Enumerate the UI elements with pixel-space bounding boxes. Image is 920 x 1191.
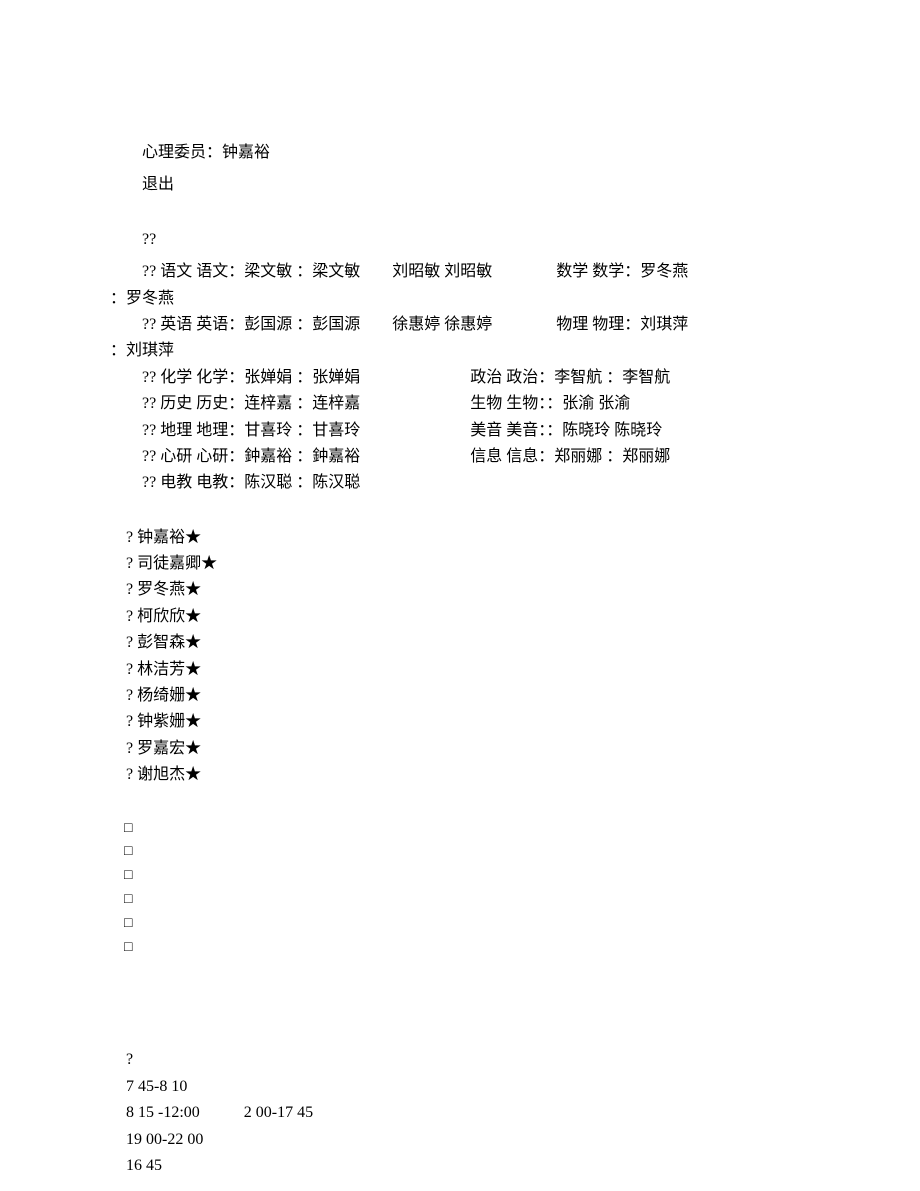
teacher-row: ?? 化学 化学：张婵娟 ：张婵娟 政治 政治：李智航 ：李智航 — [110, 365, 810, 391]
teacher-right: 美音 美音：：陈晓玲 陈晓玲 — [470, 418, 662, 444]
student-item: ? 罗嘉宏★ — [110, 736, 810, 762]
teacher-row: ?? 电教 电教：陈汉聪 ：陈汉聪 — [110, 470, 810, 496]
teacher-left: ?? 心研 心研：鈡嘉裕 ：鈡嘉裕 — [142, 444, 360, 470]
time-2b-text: 2 00-17 45 — [244, 1104, 313, 1121]
teacher-row: ?? 地理 地理：甘喜玲 ：甘喜玲 美音 美音：：陈晓玲 陈晓玲 — [110, 418, 810, 444]
box-item: □ — [110, 936, 810, 960]
gap — [492, 312, 556, 338]
teacher-row-0: ?? — [110, 227, 810, 253]
teacher-left: ?? 历史 历史：连梓嘉 ：连梓嘉 — [142, 391, 360, 417]
time-1: 7 45-8 10 — [110, 1074, 810, 1100]
teacher-left: ?? 地理 地理：甘喜玲 ：甘喜玲 — [142, 418, 360, 444]
teacher-row: ?? 心研 心研：鈡嘉裕 ：鈡嘉裕 信息 信息：郑丽娜 ：郑丽娜 — [110, 444, 810, 470]
student-item: ? 罗冬燕★ — [110, 577, 810, 603]
exit-line: 退出 — [110, 172, 810, 198]
box-item: □ — [110, 864, 810, 888]
teacher-mid: 徐惠婷 徐惠婷 — [392, 312, 492, 338]
box-list: □□□□□□ — [110, 817, 810, 960]
teacher-rows: ?? 语文 语文：梁文敏 ：梁文敏刘昭敏 刘昭敏数学 数学：罗冬燕：罗冬燕?? … — [110, 259, 810, 497]
student-item: ? 钟紫姗★ — [110, 709, 810, 735]
gap — [360, 312, 392, 338]
box-item: □ — [110, 817, 810, 841]
student-item: ? 林洁芳★ — [110, 657, 810, 683]
teacher-left: ?? 英语 英语：彭国源 ：彭国源 — [142, 312, 360, 338]
gap — [360, 391, 470, 417]
student-item: ? 司徒嘉卿★ — [110, 551, 810, 577]
teacher-left: ?? 化学 化学：张婵娟 ：张婵娟 — [142, 365, 360, 391]
box-item: □ — [110, 840, 810, 864]
exit-text[interactable]: 退出 — [142, 176, 174, 193]
time-3-text: 19 00-22 00 — [126, 1131, 203, 1148]
gap — [360, 365, 470, 391]
teacher-mid: 刘昭敏 刘昭敏 — [392, 259, 492, 285]
time-q-text: ? — [126, 1051, 133, 1068]
time-4-text: 16 45 — [126, 1157, 162, 1174]
gap — [360, 418, 470, 444]
student-list: ? 钟嘉裕★? 司徒嘉卿★? 罗冬燕★? 柯欣欣★? 彭智森★? 林洁芳★? 杨… — [110, 525, 810, 789]
teacher-left: ?? 电教 电教：陈汉聪 ：陈汉聪 — [142, 470, 360, 496]
box-item: □ — [110, 888, 810, 912]
box-item: □ — [110, 912, 810, 936]
gap — [360, 259, 392, 285]
time-1-text: 7 45-8 10 — [126, 1078, 187, 1095]
time-block: ? 7 45-8 10 8 15 -12:00 2 00-17 45 19 00… — [110, 1047, 810, 1179]
teacher-row-wrap: ?? 语文 语文：梁文敏 ：梁文敏 刘昭敏 刘昭敏 数学 数学：罗冬燕：罗冬燕 — [110, 259, 810, 312]
student-item: ? 钟嘉裕★ — [110, 525, 810, 551]
teacher-row-wrap: ?? 英语 英语：彭国源 ：彭国源 徐惠婷 徐惠婷 物理 物理：刘琪萍：刘琪萍 — [110, 312, 810, 365]
teacher-row-line1: ?? 语文 语文：梁文敏 ：梁文敏 刘昭敏 刘昭敏 数学 数学：罗冬燕 — [110, 259, 810, 285]
teacher-right: 生物 生物：：张渝 张渝 — [470, 391, 630, 417]
teacher-row-line2: ：刘琪萍 — [110, 338, 810, 364]
student-item: ? 谢旭杰★ — [110, 762, 810, 788]
teacher-row-0-text: ?? — [142, 231, 156, 248]
time-4: 16 45 — [110, 1153, 810, 1179]
student-item: ? 杨绮姗★ — [110, 683, 810, 709]
student-item: ? 彭智森★ — [110, 630, 810, 656]
teacher-row-line1: ?? 英语 英语：彭国源 ：彭国源 徐惠婷 徐惠婷 物理 物理：刘琪萍 — [110, 312, 810, 338]
teacher-right: 政治 政治：李智航 ：李智航 — [470, 365, 670, 391]
teacher-row: ?? 历史 历史：连梓嘉 ：连梓嘉 生物 生物：：张渝 张渝 — [110, 391, 810, 417]
teacher-right-head: 物理 物理：刘琪萍 — [556, 312, 688, 338]
time-2a-text: 8 15 -12:00 — [126, 1104, 200, 1121]
time-3: 19 00-22 00 — [110, 1127, 810, 1153]
teacher-left: ?? 语文 语文：梁文敏 ：梁文敏 — [142, 259, 360, 285]
gap — [360, 470, 470, 496]
gap — [492, 259, 556, 285]
teacher-row-line2: ：罗冬燕 — [110, 286, 810, 312]
time-2: 8 15 -12:00 2 00-17 45 — [110, 1100, 810, 1126]
committee-line: 心理委员：钟嘉裕 — [110, 140, 810, 166]
gap — [360, 444, 470, 470]
committee-text: 心理委员：钟嘉裕 — [142, 144, 270, 161]
time-q: ? — [110, 1047, 810, 1073]
teacher-right: 信息 信息：郑丽娜 ：郑丽娜 — [470, 444, 670, 470]
student-item: ? 柯欣欣★ — [110, 604, 810, 630]
teacher-right-head: 数学 数学：罗冬燕 — [556, 259, 688, 285]
